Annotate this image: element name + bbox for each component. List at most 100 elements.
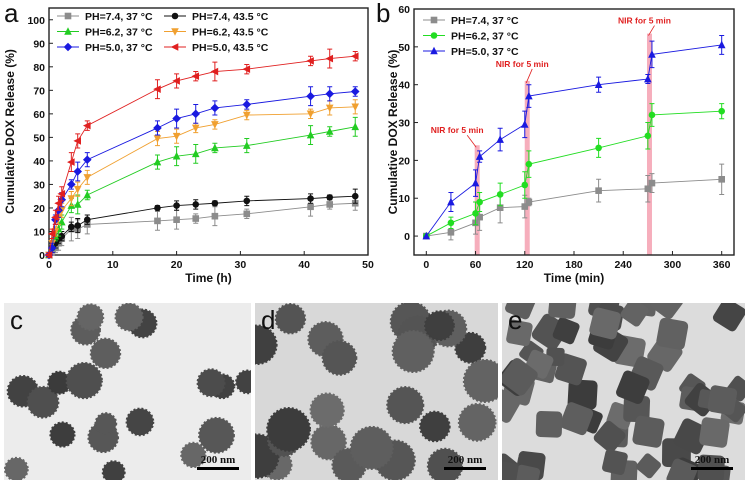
tem-image-c: c 200 nm bbox=[4, 303, 251, 480]
tem-particles-e bbox=[502, 303, 745, 480]
data-point bbox=[496, 135, 504, 143]
data-point bbox=[351, 103, 360, 112]
y-tick-label: 30 bbox=[398, 118, 410, 130]
nanoparticle bbox=[560, 402, 594, 436]
series-line bbox=[48, 106, 356, 256]
y-tick-label: 80 bbox=[33, 62, 45, 74]
x-tick-label: 0 bbox=[46, 259, 52, 271]
data-point bbox=[325, 127, 334, 135]
series-line bbox=[425, 44, 722, 237]
y-tick-label: 100 bbox=[27, 15, 45, 27]
y-tick-label: 40 bbox=[398, 80, 410, 92]
tem-particles-d bbox=[255, 303, 498, 480]
data-point bbox=[47, 243, 57, 253]
nanoparticle bbox=[589, 307, 621, 340]
nir-band bbox=[524, 80, 530, 256]
data-point bbox=[595, 144, 602, 152]
data-point bbox=[243, 197, 251, 205]
x-tick-label: 40 bbox=[298, 259, 310, 271]
y-tick-label: 10 bbox=[33, 226, 45, 238]
y-tick-label: 50 bbox=[33, 132, 45, 144]
data-point bbox=[83, 190, 92, 199]
data-point bbox=[47, 230, 56, 238]
nanoparticle bbox=[462, 358, 498, 404]
nanoparticle bbox=[309, 392, 345, 428]
data-point bbox=[447, 219, 455, 227]
data-point bbox=[525, 160, 533, 168]
data-point bbox=[172, 151, 181, 160]
series-line bbox=[426, 178, 722, 237]
y-tick-label: 90 bbox=[33, 38, 45, 50]
nanoparticle bbox=[502, 388, 521, 423]
data-point bbox=[83, 174, 92, 182]
data-point bbox=[153, 123, 162, 133]
data-point bbox=[211, 199, 219, 207]
data-point bbox=[422, 231, 431, 240]
nanoparticle bbox=[673, 418, 710, 455]
nanoparticle bbox=[623, 395, 651, 423]
data-point bbox=[644, 132, 652, 140]
panel-label: b bbox=[376, 0, 390, 28]
data-point bbox=[58, 232, 66, 240]
legend-marker bbox=[430, 32, 438, 39]
data-point bbox=[210, 67, 219, 76]
scale-bar-d: 200 nm bbox=[444, 454, 486, 470]
nanoparticle bbox=[419, 410, 451, 443]
data-point bbox=[718, 107, 725, 115]
data-point bbox=[471, 178, 480, 187]
data-point bbox=[73, 167, 83, 176]
data-point bbox=[67, 158, 75, 166]
nanoparticle bbox=[457, 402, 497, 442]
data-point bbox=[648, 111, 656, 119]
legend-label: PH=5.0, 43.5 °C bbox=[192, 42, 269, 54]
nir-annotation: NIR for 5 min bbox=[618, 16, 671, 26]
nanoparticle bbox=[65, 361, 103, 400]
data-point bbox=[326, 201, 334, 208]
annotation-arrow bbox=[648, 25, 655, 36]
data-point bbox=[496, 191, 504, 198]
nanoparticle bbox=[666, 458, 698, 480]
data-point bbox=[173, 216, 180, 224]
data-point bbox=[242, 111, 251, 120]
data-point bbox=[447, 228, 455, 236]
nanoparticle bbox=[593, 420, 626, 453]
y-tick-label: 20 bbox=[33, 203, 45, 215]
nir-annotation: NIR for 5 min bbox=[431, 125, 484, 135]
nanoparticle bbox=[321, 340, 358, 376]
data-point bbox=[67, 180, 76, 189]
y-tick-label: 20 bbox=[398, 155, 410, 167]
nanoparticle bbox=[424, 310, 455, 342]
y-tick-label: 70 bbox=[33, 85, 45, 97]
data-point bbox=[173, 202, 180, 209]
nanoparticle bbox=[552, 317, 580, 345]
nir-band bbox=[646, 33, 652, 255]
chart-a: 0 10 20 30 40 50 0 10 20 30 40 50 60 70 80 90 100 Time (h… bbox=[3, 0, 374, 285]
x-tick-label: 300 bbox=[664, 259, 682, 271]
x-tick-label: 360 bbox=[713, 259, 731, 271]
data-point bbox=[351, 122, 360, 131]
data-point bbox=[68, 223, 75, 231]
nanoparticle bbox=[180, 441, 207, 469]
data-point bbox=[521, 181, 529, 189]
legend-label: PH=5.0, 37 °C bbox=[85, 42, 153, 54]
data-point bbox=[67, 195, 76, 203]
data-point bbox=[476, 198, 483, 206]
nanoparticle bbox=[49, 421, 76, 448]
legend-marker bbox=[64, 27, 72, 35]
legend-marker bbox=[170, 43, 179, 51]
nanoparticle bbox=[4, 456, 29, 480]
y-tick-label: 0 bbox=[404, 231, 410, 243]
data-point bbox=[325, 54, 334, 63]
data-point bbox=[525, 91, 533, 100]
data-point bbox=[191, 72, 200, 81]
nanoparticle bbox=[426, 447, 464, 480]
data-point bbox=[57, 190, 66, 198]
panel-label-c: c bbox=[10, 305, 23, 335]
data-point bbox=[595, 187, 602, 194]
data-point bbox=[83, 216, 91, 224]
scale-bar-e: 200 nm bbox=[691, 454, 733, 470]
scale-label: 200 nm bbox=[447, 454, 483, 466]
x-axis-label: Time (h) bbox=[185, 271, 231, 285]
nanoparticle bbox=[656, 317, 689, 350]
